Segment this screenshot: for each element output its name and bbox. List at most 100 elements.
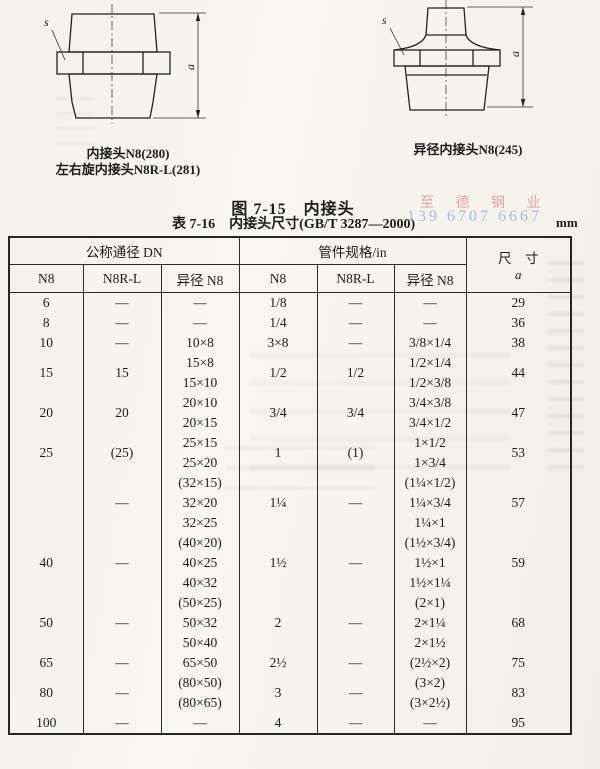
cell-line: — — [423, 295, 437, 310]
cell-line: 3/4×1/2 — [408, 415, 452, 430]
table-cell: — — [316, 593, 395, 653]
table-cell: 1×1/2 1×3/4 — [393, 433, 467, 473]
size-sub-label: a — [515, 267, 522, 282]
cell-line: (3×2½) — [409, 695, 451, 710]
group-header-spec: 管件规格/in — [238, 237, 467, 265]
cell-line: 25×15 — [182, 435, 218, 450]
left-figure-caption: 内接头N8(280) 左右旋内接头N8R-L(281) — [28, 146, 228, 178]
table-cell: 3 — [238, 673, 318, 713]
table-cell: 20×10 20×15 — [160, 393, 240, 433]
cell-line — [10, 493, 83, 513]
table-row: 20 20 20×10 20×15 3/4 3/4 3/4×3/8 3/4×1/2 47 — [8, 393, 572, 433]
table-row: 100 — — 4 — — 95 — [8, 713, 572, 734]
table-cell: — — [82, 593, 162, 653]
table-cell: — — [316, 533, 395, 593]
cell-line: 1¼ — [269, 495, 287, 510]
cell-line: — — [423, 315, 437, 330]
table-cell: — — [316, 333, 395, 353]
table-row: 80 — (80×50) (80×65) 3 — (3×2) (3×2½) 83 — [8, 673, 572, 713]
cell-line: — — [193, 715, 207, 730]
table-cell: — — [160, 313, 240, 333]
cell-line: — — [115, 315, 129, 330]
cell-line: — — [115, 295, 129, 310]
subheader-n8-in: N8 — [238, 264, 318, 293]
flare-curve — [465, 34, 501, 51]
table-cell: 25 — [8, 433, 84, 473]
cell-line: — — [348, 335, 363, 350]
table-cell: — — [82, 292, 162, 313]
arrowhead — [195, 13, 201, 21]
table-cell: 65 — [8, 653, 84, 673]
table-cell: 40 — [8, 533, 84, 593]
table-cell: 15×8 15×10 — [160, 353, 240, 393]
table-cell: — — [82, 533, 162, 593]
cell-line: (32×15) — [178, 475, 222, 490]
cell-line: (80×65) — [178, 695, 222, 710]
cell-line: 1/2×3/8 — [408, 375, 452, 390]
table-cell: 8 — [8, 313, 84, 333]
table-cell: — — [160, 292, 240, 313]
table-row: 65 — 65×50 2½ — (2½×2) 75 — [8, 653, 572, 673]
cell-line: 3×8 — [267, 335, 289, 350]
bottom-thread-section — [68, 73, 158, 119]
table-cell: 15 — [8, 353, 84, 393]
table-cell: 1 — [238, 433, 318, 473]
group-header-dn: 公称通径 DN — [8, 237, 240, 265]
bottom-thread-section — [404, 65, 490, 111]
table-cell: 50 — [8, 593, 84, 653]
cell-line: 50×40 — [182, 635, 218, 650]
cell-line: 15 — [39, 365, 54, 380]
table-cell: 25×15 25×20 — [160, 433, 240, 473]
table-row: 8 — — 1/4 — — 36 — [8, 313, 572, 333]
header-row-groups: 公称通径 DN 管件规格/in 尺 寸 a — [8, 237, 572, 293]
cell-line: 83 — [511, 685, 526, 700]
cell-line: — — [115, 555, 129, 570]
table-cell: 1/2×1/4 1/2×3/8 — [393, 353, 467, 393]
header-row-sub: N8 N8R-L 异径 N8 N8 N8R-L 异径 N8 — [8, 264, 571, 293]
table-cell: 3×8 — [238, 333, 318, 353]
table-cell: — — [82, 713, 162, 734]
cell-line: — — [348, 685, 363, 700]
table-cell: 2 — [238, 593, 318, 653]
table-cell: 68 — [465, 593, 572, 653]
cell-line: (25) — [110, 445, 134, 460]
table-cell: — — [316, 673, 395, 713]
watermark-phone: 139 6707 6667 — [407, 208, 542, 225]
cell-line: 47 — [511, 405, 526, 420]
table-cell: (80×50) (80×65) — [160, 673, 240, 713]
cell-line: 1¼×1 — [414, 515, 446, 530]
cell-line: — — [348, 555, 363, 570]
cell-line: 1½×1¼ — [409, 575, 451, 590]
cell-line: — — [348, 715, 363, 730]
table-cell: 59 — [465, 533, 572, 593]
cell-line: — — [348, 315, 363, 330]
table-cell: 95 — [465, 713, 572, 734]
cell-line: 50×32 — [182, 615, 218, 630]
size-title: 尺 寸 — [498, 251, 539, 266]
table-cell: — — [82, 653, 162, 673]
table-cell: 44 — [465, 353, 572, 393]
cell-line: — — [423, 715, 437, 730]
cell-line: — — [115, 685, 129, 700]
cell-line: 38 — [511, 335, 526, 350]
cell-line: — — [115, 715, 129, 730]
table-cell: (3×2) (3×2½) — [393, 673, 467, 713]
table-row: 50 — (50×25) 50×32 50×40 2 — (2×1) 2×1¼ 2×1½ 68 — [8, 593, 572, 653]
table-cell: — — [316, 653, 395, 673]
table-cell: (32×15) 32×20 32×25 — [160, 473, 240, 533]
cell-line: 1/2 — [346, 365, 365, 380]
leader-line — [389, 27, 405, 56]
cell-line: — — [348, 295, 363, 310]
right-figure-caption: 异径内接头N8(245) — [378, 142, 558, 158]
cell-line: — — [193, 295, 207, 310]
cell-line: 2 — [274, 615, 282, 630]
table-cell: 3/4 — [238, 393, 318, 433]
cell-line: (1¼×1/2) — [404, 475, 456, 490]
cell-line: 25 — [39, 445, 54, 460]
subheader-reducing-dn: 异径 N8 — [160, 264, 240, 293]
caption-line: 左右旋内接头N8R-L(281) — [55, 162, 201, 177]
table-cell: — — [316, 713, 395, 734]
cell-line: (2½×2) — [409, 655, 451, 670]
cell-line: 3/8×1/4 — [408, 335, 452, 350]
cell-line: 68 — [511, 615, 526, 630]
